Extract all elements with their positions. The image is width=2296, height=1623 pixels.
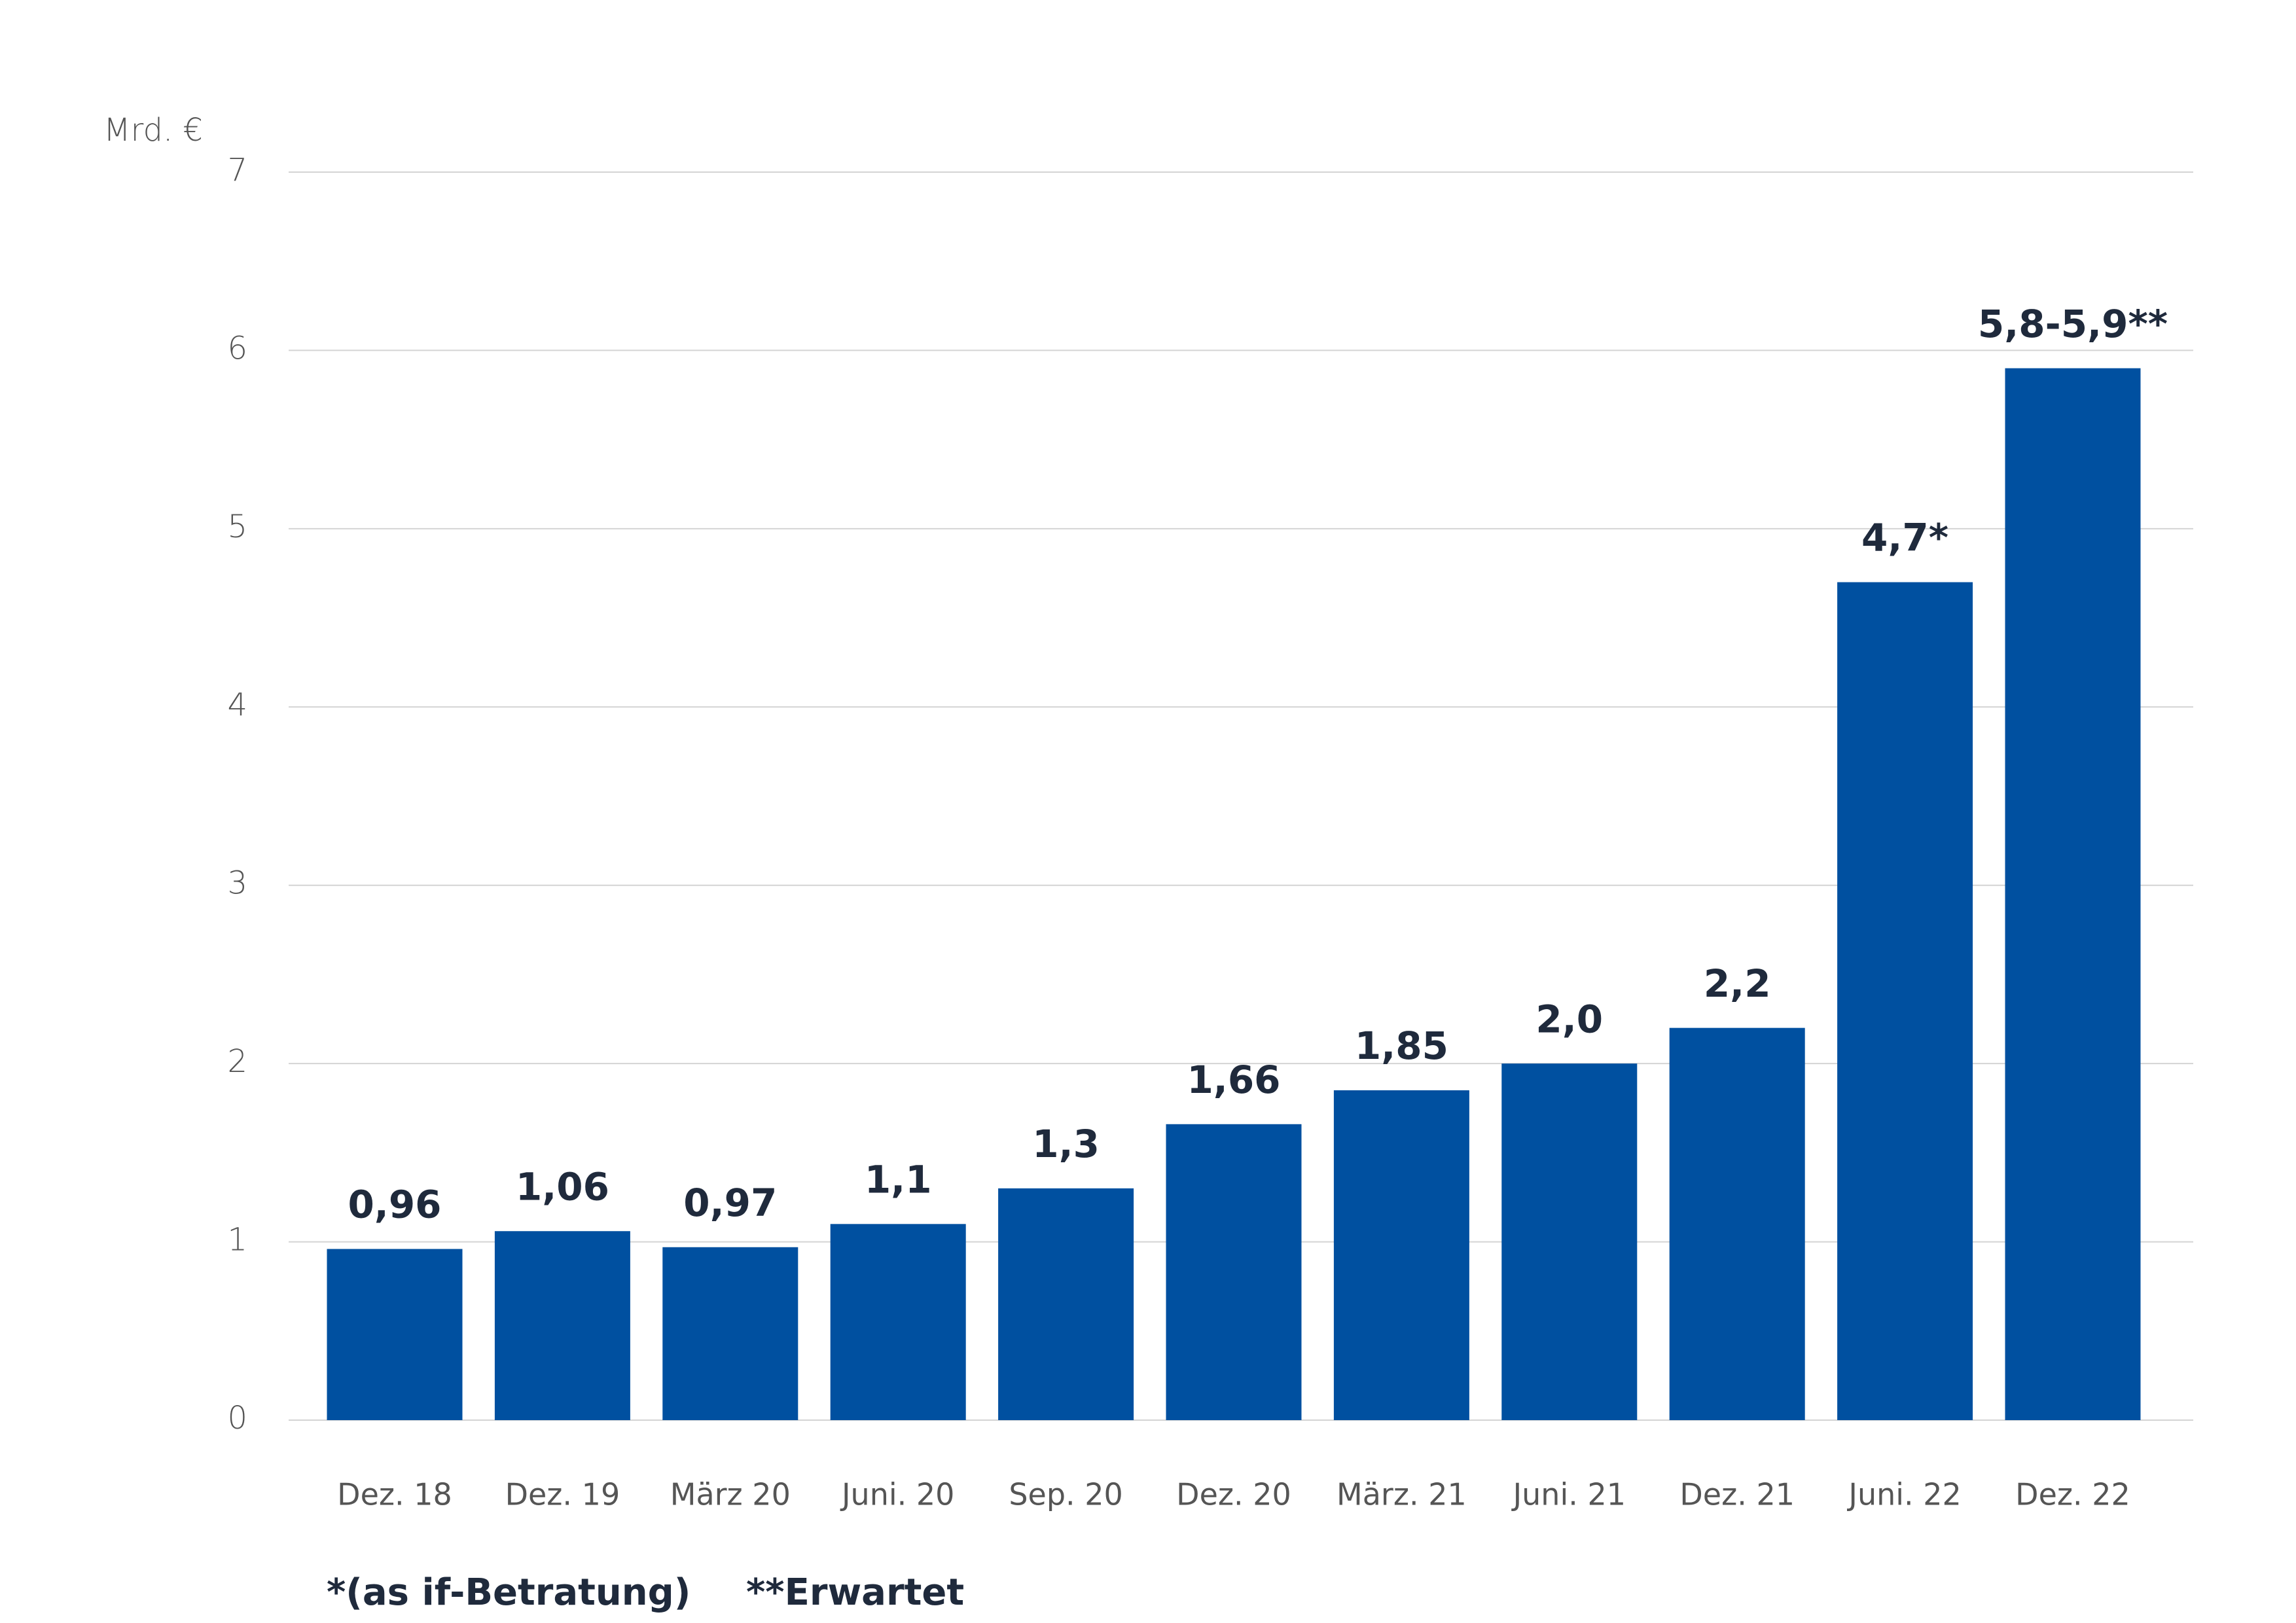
value-label: 1,1 <box>865 1157 932 1202</box>
x-tick-label: Dez. 19 <box>505 1477 620 1512</box>
bar <box>1669 1027 1805 1420</box>
y-axis-label: Mrd. € <box>103 112 203 149</box>
x-tick-label: Juni. 22 <box>1846 1477 1961 1512</box>
value-label: 2,2 <box>1704 961 1771 1006</box>
bar <box>1501 1063 1638 1420</box>
y-tick-label: 0 <box>227 1400 247 1436</box>
x-tick-label: Juni. 20 <box>840 1477 954 1512</box>
y-tick-label: 7 <box>227 152 247 188</box>
y-tick-label: 4 <box>227 687 247 723</box>
value-label: 5,8-5,9** <box>1978 302 2168 346</box>
bar <box>830 1224 966 1420</box>
value-label: 0,97 <box>683 1181 777 1225</box>
bar <box>998 1188 1134 1420</box>
y-tick-label: 6 <box>227 330 247 366</box>
value-label: 1,85 <box>1355 1024 1448 1068</box>
x-tick-label: Dez. 20 <box>1176 1477 1291 1512</box>
bar <box>1166 1124 1302 1420</box>
bar <box>494 1231 630 1420</box>
bar <box>1333 1090 1469 1420</box>
x-tick-label: Dez. 18 <box>337 1477 452 1512</box>
value-label: 2,0 <box>1535 997 1603 1041</box>
x-tick-label: März. 21 <box>1336 1477 1467 1512</box>
value-label: 4,7* <box>1861 516 1948 560</box>
bar <box>2005 368 2141 1421</box>
x-tick-label: Dez. 22 <box>2015 1477 2130 1512</box>
bar <box>1837 582 1973 1420</box>
y-tick-label: 3 <box>227 865 247 902</box>
x-tick-label: Sep. 20 <box>1009 1477 1122 1512</box>
y-tick-label: 1 <box>227 1222 247 1258</box>
value-label: 1,06 <box>516 1164 609 1209</box>
x-tick-label: März 20 <box>670 1477 791 1512</box>
value-label: 1,66 <box>1187 1058 1280 1102</box>
bar <box>327 1249 463 1420</box>
footnote: **Erwartet <box>746 1571 964 1614</box>
y-tick-label: 5 <box>227 508 247 545</box>
bar <box>662 1247 798 1420</box>
value-label: 0,96 <box>348 1183 441 1227</box>
y-tick-label: 2 <box>227 1043 247 1080</box>
footnote: *(as if-Betratung) <box>327 1571 691 1614</box>
x-tick-label: Dez. 21 <box>1679 1477 1795 1512</box>
x-tick-label: Juni. 21 <box>1511 1477 1626 1512</box>
value-label: 1,3 <box>1032 1122 1100 1166</box>
